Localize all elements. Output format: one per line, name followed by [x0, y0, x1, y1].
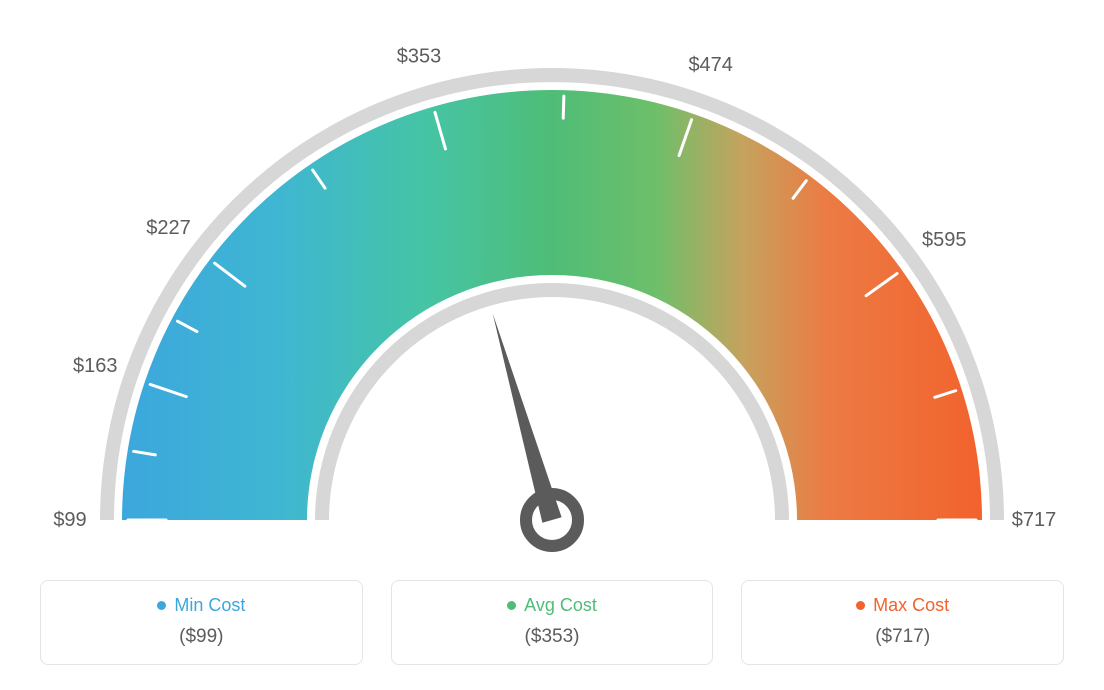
gauge-svg: $99 $163 $227 $353 $474 $595 $717	[22, 0, 1082, 560]
legend-value: ($717)	[752, 626, 1053, 648]
cost-gauge-chart: $99 $163 $227 $353 $474 $595 $717 Min Cost ($99…	[0, 0, 1104, 690]
gauge-tick-label: $353	[397, 46, 442, 68]
gauge-tick-label: $227	[146, 217, 191, 239]
legend-dot	[157, 601, 166, 610]
legend-card: Max Cost ($717)	[741, 580, 1064, 665]
gauge-tick-label: $163	[73, 355, 118, 377]
legend-title-text: Avg Cost	[524, 595, 597, 616]
legend-value: ($99)	[51, 626, 352, 648]
gauge-tick-label: $474	[688, 54, 733, 76]
legend-card: Avg Cost ($353)	[391, 580, 714, 665]
legend-title: Max Cost	[856, 595, 949, 616]
gauge-arc	[122, 90, 982, 520]
legend-title: Avg Cost	[507, 595, 597, 616]
legend-title: Min Cost	[157, 595, 245, 616]
gauge-tick-label: $717	[1012, 509, 1057, 531]
gauge-area: $99 $163 $227 $353 $474 $595 $717	[0, 0, 1104, 560]
legend-dot	[856, 601, 865, 610]
gauge-tick-label: $595	[922, 229, 967, 251]
legend-card: Min Cost ($99)	[40, 580, 363, 665]
legend-row: Min Cost ($99) Avg Cost ($353) Max Cost ($717…	[0, 580, 1104, 665]
legend-dot	[507, 601, 516, 610]
legend-value: ($353)	[402, 626, 703, 648]
legend-title-text: Max Cost	[873, 595, 949, 616]
legend-title-text: Min Cost	[174, 595, 245, 616]
gauge-tick-label: $99	[53, 509, 86, 531]
